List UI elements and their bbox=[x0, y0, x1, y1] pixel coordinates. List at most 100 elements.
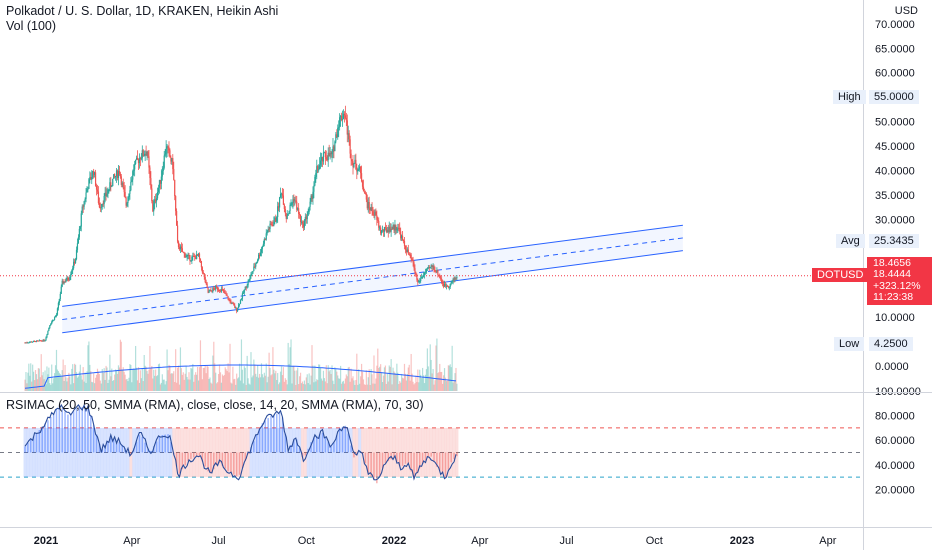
candle-body bbox=[279, 193, 282, 198]
candle-body bbox=[360, 173, 363, 182]
candle-body bbox=[403, 240, 406, 247]
candle-body bbox=[268, 228, 270, 230]
volume-bar bbox=[30, 363, 32, 391]
candle-body bbox=[391, 228, 393, 230]
volume-bar bbox=[293, 365, 295, 391]
rsimac-indicator-title[interactable]: RSIMAC (20, 50, SMMA (RMA), close, close… bbox=[6, 398, 424, 412]
volume-bar bbox=[226, 370, 228, 391]
volume-bar bbox=[51, 364, 53, 391]
rsi-state-column bbox=[140, 427, 144, 478]
volume-bar bbox=[88, 341, 90, 391]
volume-bar bbox=[154, 375, 156, 391]
rsi-state-column bbox=[452, 427, 456, 478]
volume-bar bbox=[436, 338, 438, 391]
volume-bar bbox=[219, 372, 222, 391]
candle-body bbox=[346, 120, 348, 135]
candle-body bbox=[350, 153, 352, 160]
volume-bar bbox=[273, 369, 275, 391]
volume-bar bbox=[171, 373, 173, 391]
volume-bar bbox=[109, 354, 111, 391]
volume-bar bbox=[381, 382, 384, 391]
candle-body bbox=[140, 158, 142, 160]
candle-body bbox=[106, 193, 108, 196]
candle-body bbox=[148, 156, 150, 168]
candle-body bbox=[455, 277, 457, 279]
candle-body bbox=[193, 255, 195, 257]
volume-bar bbox=[349, 381, 351, 391]
pane-separator[interactable] bbox=[0, 392, 932, 393]
candle-body bbox=[314, 176, 316, 186]
volume-bar bbox=[124, 374, 126, 391]
volume-bar bbox=[28, 363, 30, 391]
volume-indicator-title[interactable]: Vol (100) bbox=[6, 19, 57, 33]
volume-bar bbox=[278, 382, 281, 391]
rsi-state-column bbox=[403, 427, 407, 478]
volume-bar bbox=[272, 347, 274, 391]
volume-bar bbox=[73, 383, 75, 391]
volume-bar bbox=[255, 373, 257, 391]
rsi-state-column bbox=[198, 427, 202, 478]
candle-body bbox=[228, 299, 230, 301]
price-axis-tick: 60.0000 bbox=[875, 68, 915, 80]
candle-body bbox=[33, 341, 36, 343]
rsi-state-column bbox=[426, 427, 430, 478]
symbol-title[interactable]: Polkadot / U. S. Dollar, 1D, KRAKEN, Hei… bbox=[6, 4, 279, 18]
volume-bar bbox=[134, 369, 136, 391]
volume-bar bbox=[115, 370, 118, 391]
volume-bar bbox=[402, 378, 405, 391]
candle-body bbox=[104, 192, 106, 197]
candle-body bbox=[262, 243, 264, 247]
volume-bar bbox=[331, 365, 333, 391]
candle-body bbox=[149, 167, 151, 179]
volume-bar bbox=[379, 366, 381, 391]
candle-body bbox=[139, 157, 141, 160]
rsi-state-column bbox=[163, 427, 167, 478]
volume-bar bbox=[262, 377, 264, 391]
candle-body bbox=[174, 179, 176, 197]
volume-bar bbox=[190, 368, 192, 391]
currency-label[interactable]: USD bbox=[894, 5, 918, 17]
candle-body bbox=[320, 157, 323, 161]
volume-bar bbox=[249, 384, 251, 391]
volume-bar bbox=[294, 370, 296, 391]
volume-bar bbox=[258, 377, 260, 391]
candle-body bbox=[204, 277, 206, 283]
volume-bar bbox=[396, 363, 398, 391]
volume-bar bbox=[375, 378, 377, 391]
candle-body bbox=[380, 227, 382, 234]
candle-body bbox=[248, 280, 250, 282]
candle-body bbox=[27, 342, 29, 344]
candle-body bbox=[448, 286, 450, 288]
rsi-state-column bbox=[106, 427, 110, 478]
rsi-state-column bbox=[203, 427, 207, 478]
volume-bar bbox=[418, 382, 420, 391]
volume-bar bbox=[260, 363, 263, 391]
volume-bar bbox=[137, 367, 140, 391]
volume-bar bbox=[236, 373, 238, 391]
volume-bar bbox=[55, 349, 58, 391]
volume-bar bbox=[341, 381, 344, 391]
volume-bar bbox=[351, 378, 353, 391]
volume-bar bbox=[53, 378, 55, 391]
candle-body bbox=[123, 187, 125, 193]
volume-bar bbox=[194, 374, 196, 391]
candle-body bbox=[413, 262, 415, 269]
rsi-state-column bbox=[298, 427, 302, 478]
candle-body bbox=[127, 196, 129, 203]
volume-bar bbox=[159, 384, 162, 391]
rsi-state-column bbox=[343, 427, 347, 478]
volume-bar bbox=[26, 383, 28, 391]
candle-body bbox=[72, 268, 74, 271]
volume-bar bbox=[167, 370, 169, 391]
candle-body bbox=[29, 342, 31, 344]
candle-body bbox=[83, 201, 85, 207]
volume-bar bbox=[337, 375, 339, 391]
candle-body bbox=[251, 273, 253, 275]
rsi-state-column bbox=[415, 427, 419, 478]
candle-body bbox=[383, 227, 386, 232]
volume-bar bbox=[202, 367, 204, 391]
candle-body bbox=[318, 169, 320, 171]
volume-bar bbox=[365, 370, 367, 391]
volume-bar bbox=[438, 372, 440, 391]
